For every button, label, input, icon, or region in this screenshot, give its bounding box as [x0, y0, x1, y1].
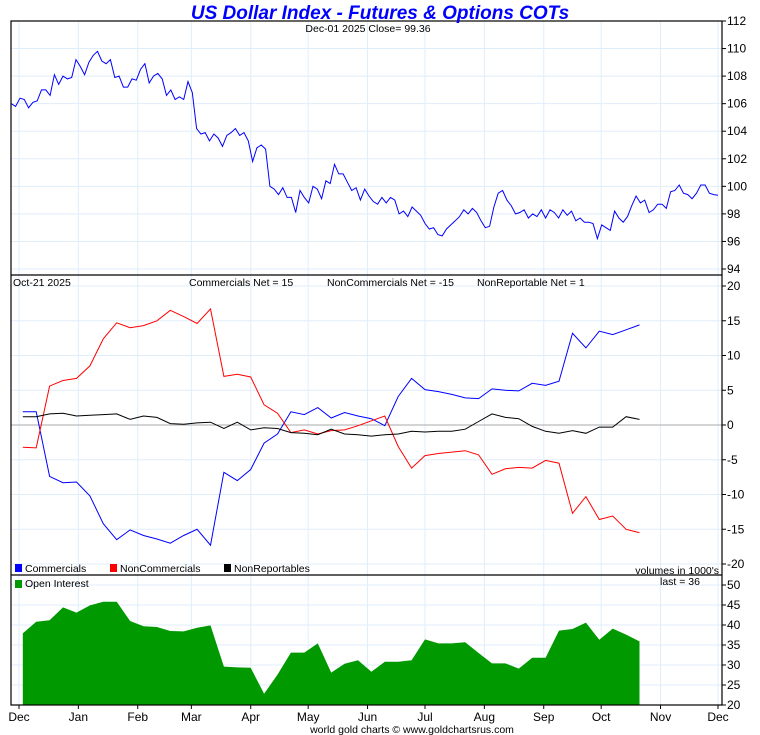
x-tick-label: May [297, 710, 320, 724]
y-tick-label: -5 [727, 453, 738, 467]
x-tick-label: Jun [358, 710, 377, 724]
last-value-label: last = 36 [660, 576, 700, 588]
y-tick-label: 20 [727, 698, 741, 712]
price-series-line [11, 50, 719, 241]
y-tick-label: 96 [727, 234, 741, 248]
x-tick-label: Aug [474, 710, 495, 724]
series-line-noncommercials [22, 307, 640, 534]
volume-note: volumes in 1000's [635, 565, 719, 577]
series-line-nonreportables [22, 412, 640, 437]
legend-label: Open Interest [25, 578, 89, 590]
x-tick-label: Dec [707, 710, 728, 724]
x-tick-label: Jul [417, 710, 432, 724]
x-tick-label: Oct [592, 710, 611, 724]
y-tick-label: 102 [727, 152, 747, 166]
chart-title: US Dollar Index - Futures & Options COTs [191, 3, 569, 24]
y-tick-label: 0 [727, 418, 734, 432]
footer-credit: world gold charts © www.goldchartsrus.co… [309, 724, 514, 735]
y-tick-label: 106 [727, 97, 747, 111]
net-position-label: NonCommercials Net = -15 [327, 277, 454, 289]
y-tick-label: 45 [727, 598, 741, 612]
y-tick-label: 104 [727, 124, 747, 138]
y-tick-label: 100 [727, 179, 747, 193]
legend-swatch-noncommercials [110, 564, 117, 572]
y-tick-label: 110 [727, 42, 746, 56]
y-tick-label: -20 [727, 557, 745, 571]
net-position-label: NonReportable Net = 1 [477, 277, 585, 289]
legend-label: NonCommercials [120, 563, 201, 575]
y-tick-label: 50 [727, 578, 741, 592]
series-line-commercials [22, 324, 640, 547]
y-tick-label: -15 [727, 522, 745, 536]
legend-label: Commercials [25, 563, 86, 575]
y-tick-label: 98 [727, 207, 741, 221]
legend-label: NonReportables [234, 563, 310, 575]
y-tick-label: 40 [727, 618, 741, 632]
x-tick-label: Mar [181, 710, 202, 724]
y-tick-label: 25 [727, 678, 741, 692]
legend-swatch-open-interest [15, 580, 22, 588]
legend-swatch-commercials [15, 564, 22, 572]
x-tick-label: Nov [650, 710, 671, 724]
y-tick-label: 15 [727, 314, 741, 328]
x-tick-label: Sep [533, 710, 555, 724]
net-position-label: Commercials Net = 15 [189, 277, 293, 289]
y-tick-label: 10 [727, 349, 741, 363]
x-tick-label: Apr [241, 710, 260, 724]
legend-swatch-nonreportables [224, 564, 231, 572]
y-tick-label: 35 [727, 638, 741, 652]
y-tick-label: 112 [727, 14, 746, 28]
x-tick-label: Jan [69, 710, 88, 724]
x-tick-label: Dec [8, 710, 29, 724]
x-tick-label: Feb [127, 710, 148, 724]
cot-date: Oct-21 2025 [13, 277, 71, 289]
y-tick-label: 5 [727, 383, 734, 397]
chart-border [10, 20, 723, 706]
y-tick-label: 30 [727, 658, 741, 672]
y-tick-label: -10 [727, 488, 745, 502]
y-tick-label: 94 [727, 262, 741, 276]
open-interest-area [22, 601, 640, 705]
y-tick-label: 20 [727, 279, 741, 293]
y-tick-label: 108 [727, 69, 747, 83]
price-subtitle: Dec-01 2025 Close= 99.36 [305, 23, 430, 35]
